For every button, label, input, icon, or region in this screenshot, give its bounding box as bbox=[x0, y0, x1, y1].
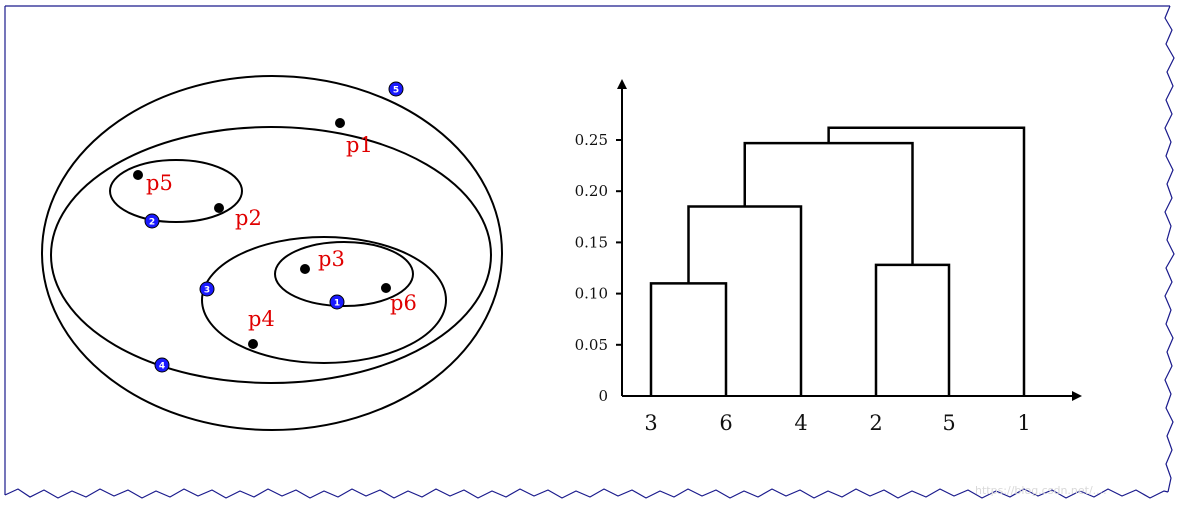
label-p6: p6 bbox=[390, 291, 417, 315]
y-ticks: 0 0.05 0.10 0.15 0.20 0.25 bbox=[575, 131, 622, 405]
x-tick-label-1: 1 bbox=[1017, 411, 1030, 435]
point-p6 bbox=[381, 283, 391, 293]
y-tick-label: 0 bbox=[598, 387, 608, 405]
y-tick-label: 0.20 bbox=[575, 182, 608, 200]
x-tick-label-5: 5 bbox=[942, 411, 955, 435]
dendrogram: 0 0.05 0.10 0.15 0.20 0.25 3 6 4 2 5 1 bbox=[575, 79, 1082, 435]
y-tick-label: 0.25 bbox=[575, 131, 608, 149]
label-p5: p5 bbox=[146, 171, 173, 195]
data-points bbox=[133, 118, 391, 349]
label-p2: p2 bbox=[235, 206, 262, 230]
merge-marker-5: 5 bbox=[388, 81, 404, 97]
torn-paper-frame bbox=[4, 5, 1175, 499]
watermark: https://blog.csdn.net/.... bbox=[975, 484, 1107, 497]
cluster-p5-p2 bbox=[109, 159, 243, 223]
point-p2 bbox=[214, 203, 224, 213]
label-p1: p1 bbox=[346, 133, 373, 157]
nested-cluster-diagram bbox=[41, 75, 503, 431]
label-p3: p3 bbox=[318, 247, 345, 271]
dendrogram-link-1 bbox=[649, 282, 728, 396]
dendrogram-link-3 bbox=[687, 205, 803, 396]
y-tick-label: 0.05 bbox=[575, 336, 608, 354]
point-p5 bbox=[133, 170, 143, 180]
merge-marker-1: 1 bbox=[329, 294, 345, 310]
point-p4 bbox=[248, 339, 258, 349]
merge-marker-4: 4 bbox=[154, 357, 170, 373]
y-tick-label: 0.10 bbox=[575, 285, 608, 303]
torn-edge-right bbox=[1164, 5, 1175, 493]
torn-edge-bottom bbox=[4, 488, 1169, 499]
x-tick-label-3: 3 bbox=[644, 411, 657, 435]
x-tick-label-2: 2 bbox=[869, 411, 882, 435]
merge-markers: 1 2 3 4 5 bbox=[144, 81, 404, 373]
label-p4: p4 bbox=[248, 307, 275, 331]
svg-text:1: 1 bbox=[334, 299, 340, 309]
cluster-p3-p6-p4 bbox=[201, 236, 447, 364]
cluster-large bbox=[50, 126, 492, 384]
dendrogram-link-2 bbox=[874, 263, 951, 396]
merge-marker-2: 2 bbox=[144, 213, 160, 229]
point-p3 bbox=[300, 264, 310, 274]
dendrogram-link-4 bbox=[743, 141, 914, 265]
point-p1 bbox=[335, 118, 345, 128]
y-tick-label: 0.15 bbox=[575, 233, 608, 251]
merge-marker-3: 3 bbox=[199, 281, 215, 297]
x-tick-label-4: 4 bbox=[794, 411, 807, 435]
x-ticks: 3 6 4 2 5 1 bbox=[644, 411, 1030, 435]
point-labels: p1 p2 p3 p4 p5 p6 bbox=[146, 133, 417, 331]
svg-text:3: 3 bbox=[204, 286, 210, 296]
x-tick-label-6: 6 bbox=[719, 411, 732, 435]
svg-text:5: 5 bbox=[393, 86, 399, 96]
cluster-p3-p6 bbox=[274, 241, 414, 307]
dendrogram-link-5 bbox=[827, 126, 1026, 396]
svg-text:4: 4 bbox=[159, 362, 165, 372]
dendrogram-links bbox=[649, 126, 1026, 396]
cluster-outer bbox=[41, 75, 503, 431]
svg-text:2: 2 bbox=[149, 218, 155, 228]
